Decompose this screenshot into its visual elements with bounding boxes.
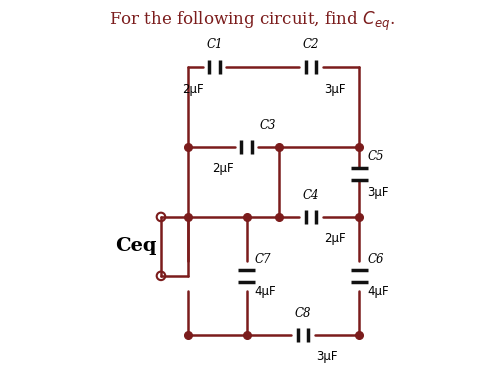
Text: C1: C1	[206, 38, 223, 51]
Text: C4: C4	[302, 189, 319, 202]
Text: C5: C5	[367, 150, 384, 164]
Text: C2: C2	[302, 38, 319, 51]
Text: C6: C6	[367, 253, 384, 266]
Text: C8: C8	[295, 307, 311, 320]
Text: 2μF: 2μF	[182, 83, 204, 96]
Text: Ceq: Ceq	[115, 237, 157, 255]
Text: 3μF: 3μF	[316, 350, 338, 363]
Text: For the following circuit, find $C_{eq}$.: For the following circuit, find $C_{eq}$…	[109, 10, 395, 33]
Text: 4μF: 4μF	[367, 285, 389, 298]
Text: 2μF: 2μF	[212, 162, 233, 176]
Text: 2μF: 2μF	[324, 232, 346, 245]
Text: C3: C3	[260, 119, 277, 132]
Text: 3μF: 3μF	[324, 83, 346, 96]
Text: 3μF: 3μF	[367, 186, 389, 199]
Text: C7: C7	[255, 253, 271, 266]
Text: 4μF: 4μF	[255, 285, 276, 298]
